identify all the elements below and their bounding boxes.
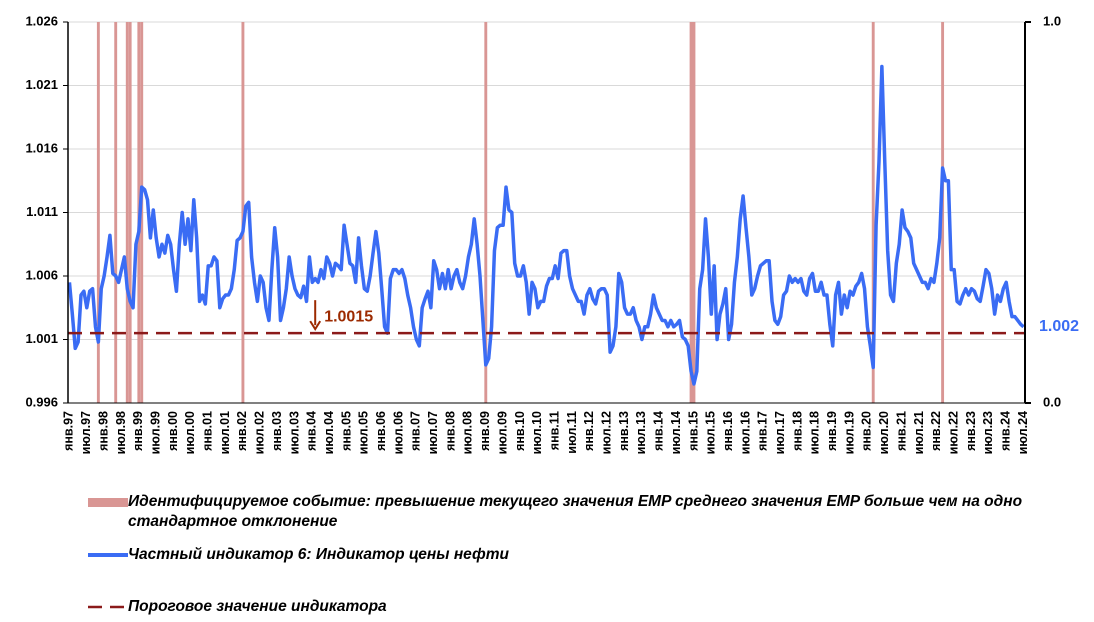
x-tick-label: июл.22 xyxy=(946,411,960,454)
x-tick-label: июл.09 xyxy=(495,411,509,454)
event-bar xyxy=(689,22,693,403)
x-tick-label: июл.19 xyxy=(842,411,856,454)
x-tick-label: янв.17 xyxy=(756,411,770,451)
x-tick-label: янв.22 xyxy=(929,411,943,451)
x-tick-label: янв.98 xyxy=(96,411,110,451)
x-tick-label: янв.15 xyxy=(686,411,700,451)
x-tick-label: июл.07 xyxy=(426,411,440,454)
legend-swatch xyxy=(88,605,128,609)
x-tick-label: июл.02 xyxy=(253,411,267,454)
x-tick-label: июл.10 xyxy=(530,411,544,454)
x-tick-label: янв.06 xyxy=(374,411,388,451)
x-tick-label: янв.03 xyxy=(270,411,284,451)
x-tick-label: июл.18 xyxy=(808,411,822,454)
x-tick-label: янв.21 xyxy=(894,411,908,451)
y-tick-label: 1.016 xyxy=(25,140,58,155)
legend-label: Идентифицируемое событие: превышение тек… xyxy=(128,493,1023,530)
data-label: 1.002 xyxy=(1039,318,1079,335)
x-tick-label: июл.13 xyxy=(634,411,648,454)
x-tick-label: янв.11 xyxy=(547,411,561,450)
legend-item: Идентифицируемое событие: превышение тек… xyxy=(88,492,1048,532)
x-tick-label: янв.12 xyxy=(582,411,596,451)
x-tick-label: июл.17 xyxy=(773,411,787,454)
y-tick-label: 1.026 xyxy=(25,13,58,28)
x-tick-label: июл.99 xyxy=(148,411,162,454)
x-tick-label: июл.03 xyxy=(287,411,301,454)
x-tick-label: янв.00 xyxy=(166,411,180,451)
x-tick-label: июл.15 xyxy=(704,411,718,454)
annotation: 1.0015 xyxy=(324,308,373,325)
x-tick-label: июл.12 xyxy=(600,411,614,454)
y2-tick-label: 1.0 xyxy=(1043,13,1061,28)
x-tick-label: янв.04 xyxy=(305,411,319,451)
x-tick-label: янв.05 xyxy=(339,411,353,451)
x-tick-label: янв.09 xyxy=(478,411,492,451)
x-tick-label: июл.21 xyxy=(912,411,926,454)
x-tick-label: янв.19 xyxy=(825,411,839,451)
x-tick-label: янв.10 xyxy=(513,411,527,451)
x-tick-label: янв.99 xyxy=(131,411,145,451)
annotation-arrowhead xyxy=(309,320,322,332)
x-tick-label: янв.01 xyxy=(201,411,215,451)
x-tick-label: янв.23 xyxy=(964,411,978,451)
event-bar xyxy=(128,22,132,403)
x-tick-label: июл.08 xyxy=(461,411,475,454)
legend-item: Пороговое значение индикатора xyxy=(88,597,387,617)
y2-tick-label: 0.0 xyxy=(1043,394,1061,409)
event-bar xyxy=(484,22,488,403)
event-bar xyxy=(692,22,696,403)
x-tick-label: янв.14 xyxy=(652,411,666,451)
event-bar xyxy=(941,22,945,403)
x-tick-label: июл.24 xyxy=(1016,411,1030,454)
y-tick-label: 1.006 xyxy=(25,267,58,282)
y-tick-label: 1.021 xyxy=(25,77,58,92)
x-tick-label: июл.14 xyxy=(669,411,683,454)
x-tick-label: янв.20 xyxy=(860,411,874,451)
legend-label: Частный индикатор 6: Индикатор цены нефт… xyxy=(128,546,509,563)
y-tick-label: 1.001 xyxy=(25,331,58,346)
x-tick-label: июл.23 xyxy=(981,411,995,454)
y-tick-label: 1.011 xyxy=(26,204,58,219)
x-tick-label: янв.07 xyxy=(409,411,423,451)
x-tick-label: янв.18 xyxy=(790,411,804,451)
legend-swatch xyxy=(88,553,128,557)
x-tick-label: июл.16 xyxy=(738,411,752,454)
x-tick-label: янв.24 xyxy=(999,411,1013,451)
x-tick-label: июл.04 xyxy=(322,411,336,454)
x-tick-label: июл.06 xyxy=(391,411,405,454)
legend-label: Пороговое значение индикатора xyxy=(128,598,387,615)
event-bar xyxy=(871,22,875,403)
data-line xyxy=(67,64,1025,386)
x-tick-label: июл.98 xyxy=(114,411,128,454)
x-tick-label: янв.13 xyxy=(617,411,631,451)
event-bar xyxy=(96,22,100,403)
event-bar xyxy=(114,22,118,403)
legend-swatch xyxy=(88,498,128,507)
chart: 0.996 1.001 1.006 1.011 1.016 1.021 1.026 0.0 1.… xyxy=(25,13,1079,454)
x-tick-label: янв.97 xyxy=(62,411,76,451)
x-tick-label: янв.16 xyxy=(721,411,735,451)
x-tick-label: июл.97 xyxy=(79,411,93,454)
legend-item: Частный индикатор 6: Индикатор цены нефт… xyxy=(88,545,509,565)
x-tick-label: янв.08 xyxy=(443,411,457,451)
event-bar xyxy=(241,22,245,403)
x-tick-label: июл.11 xyxy=(565,411,579,454)
event-bar xyxy=(125,22,129,403)
x-tick-label: июл.05 xyxy=(357,411,371,454)
x-tick-label: янв.02 xyxy=(235,411,249,451)
y-tick-label: 0.996 xyxy=(25,394,58,409)
x-tick-label: июл.00 xyxy=(183,411,197,454)
x-tick-label: июл.20 xyxy=(877,411,891,454)
x-tick-label: июл.01 xyxy=(218,411,232,454)
